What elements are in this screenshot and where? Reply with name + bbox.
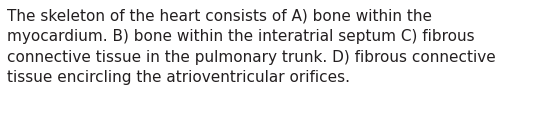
Text: The skeleton of the heart consists of A) bone within the
myocardium. B) bone wit: The skeleton of the heart consists of A)… [7, 9, 496, 85]
